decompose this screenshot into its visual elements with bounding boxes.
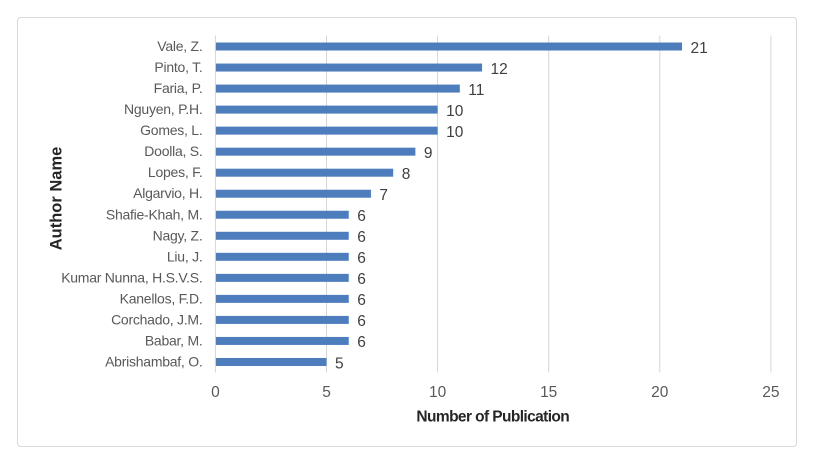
svg-text:Kanellos, F.D.: Kanellos, F.D.	[120, 290, 203, 306]
svg-text:8: 8	[402, 166, 411, 183]
svg-text:Algarvio, H.: Algarvio, H.	[133, 185, 202, 201]
svg-text:5: 5	[335, 355, 344, 372]
svg-text:10: 10	[446, 124, 464, 141]
svg-text:6: 6	[357, 334, 366, 351]
svg-text:20: 20	[651, 384, 669, 401]
svg-text:6: 6	[357, 313, 366, 330]
svg-text:Shafie-Khah, M.: Shafie-Khah, M.	[106, 206, 203, 222]
svg-text:0: 0	[211, 384, 220, 401]
svg-text:Author Name: Author Name	[48, 147, 66, 251]
svg-text:15: 15	[540, 384, 557, 401]
svg-text:21: 21	[691, 40, 708, 57]
svg-text:Vale, Z.: Vale, Z.	[157, 38, 202, 54]
svg-text:Liu, J.: Liu, J.	[167, 248, 203, 264]
svg-text:12: 12	[491, 61, 508, 78]
svg-text:10: 10	[446, 103, 464, 120]
svg-text:Lopes, F.: Lopes, F.	[148, 164, 203, 180]
svg-text:5: 5	[322, 384, 331, 401]
svg-text:6: 6	[357, 292, 366, 309]
svg-text:6: 6	[357, 229, 366, 246]
svg-text:10: 10	[429, 384, 447, 401]
svg-text:25: 25	[762, 384, 779, 401]
svg-text:Doolla, S.: Doolla, S.	[144, 143, 202, 159]
svg-text:Abrishambaf, O.: Abrishambaf, O.	[105, 353, 202, 369]
svg-text:11: 11	[468, 82, 484, 99]
svg-text:9: 9	[424, 145, 433, 162]
svg-text:7: 7	[379, 187, 388, 204]
svg-text:Number of Publication: Number of Publication	[416, 409, 569, 426]
svg-text:Nguyen, P.H.: Nguyen, P.H.	[124, 101, 202, 117]
svg-text:Gomes, L.: Gomes, L.	[140, 122, 202, 138]
svg-text:Faria, P.: Faria, P.	[154, 80, 203, 96]
svg-text:Corchado, J.M.: Corchado, J.M.	[111, 311, 202, 327]
svg-text:Babar, M.: Babar, M.	[145, 332, 203, 348]
svg-text:Nagy, Z.: Nagy, Z.	[153, 227, 203, 243]
svg-text:6: 6	[357, 250, 366, 267]
svg-text:Pinto, T.: Pinto, T.	[154, 59, 202, 75]
svg-text:6: 6	[357, 208, 366, 225]
svg-text:6: 6	[357, 271, 366, 288]
svg-text:Kumar Nunna, H.S.V.S.: Kumar Nunna, H.S.V.S.	[61, 269, 202, 285]
